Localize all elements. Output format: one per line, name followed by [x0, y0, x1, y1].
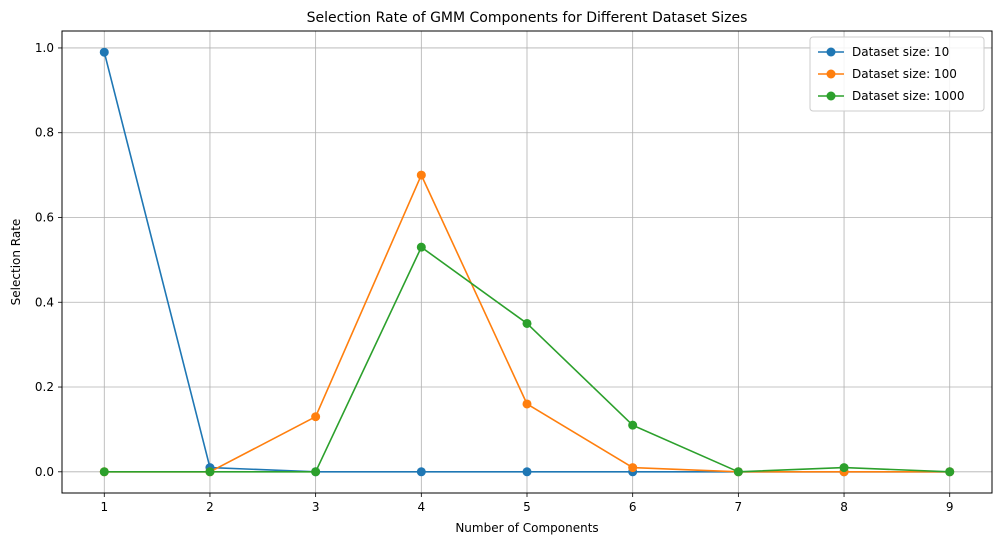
data-point — [522, 399, 532, 409]
data-point — [628, 463, 638, 473]
y-axis: 0.0 0.2 0.4 0.6 0.8 1.0 — [35, 41, 62, 479]
y-tick-label: 0.6 — [35, 210, 54, 224]
legend-item: Dataset size: 100 — [818, 67, 957, 81]
y-tick-label: 0.4 — [35, 295, 54, 309]
data-point — [522, 467, 532, 477]
x-tick-label: 4 — [417, 500, 425, 514]
legend-label: Dataset size: 1000 — [852, 89, 964, 103]
y-tick-label: 1.0 — [35, 41, 54, 55]
legend-box — [809, 36, 985, 112]
data-point — [733, 467, 743, 477]
series-3 — [99, 242, 955, 477]
data-point — [311, 467, 321, 477]
data-point — [945, 467, 955, 477]
legend-marker — [826, 47, 836, 57]
y-tick-label: 0.8 — [35, 126, 54, 140]
x-tick-label: 9 — [946, 500, 954, 514]
legend-marker — [826, 69, 836, 79]
x-axis: 1 2 3 4 5 6 7 8 9 — [100, 493, 954, 514]
x-tick-label: 1 — [100, 500, 108, 514]
legend-item: Dataset size: 10 — [818, 45, 949, 59]
data-point — [416, 170, 426, 180]
x-tick-label: 5 — [523, 500, 531, 514]
y-tick-label: 0.2 — [35, 380, 54, 394]
y-axis-title: Selection Rate — [9, 219, 23, 306]
legend: Dataset size: 10 Dataset size: 100 Dataset… — [809, 36, 985, 112]
legend-label: Dataset size: 10 — [852, 45, 949, 59]
x-axis-title: Number of Components — [455, 521, 598, 535]
legend-label: Dataset size: 100 — [852, 67, 957, 81]
legend-marker — [826, 91, 836, 101]
data-point — [416, 467, 426, 477]
x-tick-label: 7 — [735, 500, 743, 514]
data-point — [99, 47, 109, 57]
data-point — [628, 420, 638, 430]
x-tick-label: 6 — [629, 500, 637, 514]
y-tick-label: 0.0 — [35, 465, 54, 479]
data-point — [416, 242, 426, 252]
x-tick-label: 3 — [312, 500, 320, 514]
chart-title: Selection Rate of GMM Components for Dif… — [307, 10, 748, 26]
legend-item: Dataset size: 1000 — [818, 89, 964, 103]
data-point — [522, 318, 532, 328]
data-point — [99, 467, 109, 477]
data-point — [839, 463, 849, 473]
data-point — [205, 467, 215, 477]
series-layer — [99, 47, 955, 477]
x-tick-label: 2 — [206, 500, 214, 514]
data-point — [311, 412, 321, 422]
x-tick-label: 8 — [840, 500, 848, 514]
